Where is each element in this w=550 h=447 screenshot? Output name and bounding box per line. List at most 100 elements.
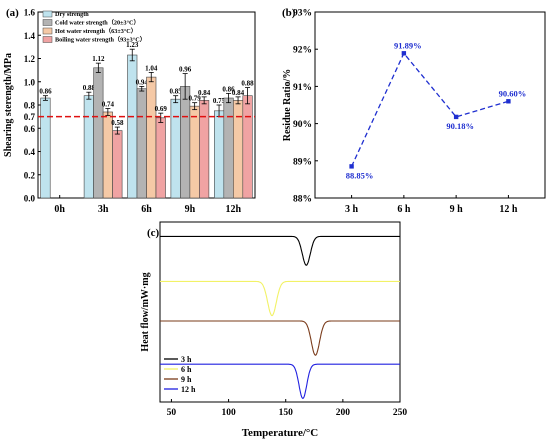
c-curve: [160, 363, 400, 400]
a-data-label: 0.69: [155, 105, 168, 113]
b-x-tick-label: 6 h: [397, 204, 411, 215]
panel-c-legend: 3 h6 h9 h12 h: [164, 355, 196, 394]
a-bar: [199, 100, 210, 199]
b-y-tick-label: 89%: [293, 157, 312, 167]
a-legend-label: Dry strength: [55, 11, 89, 18]
a-x-tick-label: 3h: [98, 204, 109, 215]
panel-c-label: (c): [147, 227, 160, 239]
a-y-tick-label: 0.2: [24, 170, 36, 180]
a-y-tick-label: 0.0: [24, 194, 36, 204]
c-curve: [160, 320, 400, 356]
b-x-tick-label: 9 h: [450, 204, 464, 215]
c-x-tick-label: 150: [279, 408, 294, 418]
a-y-tick-label: 1.4: [24, 31, 36, 41]
panel-a-y-ticks: 0.0 0.2 0.4 0.6 0.8 1.0 1.2 1.4 1.6: [24, 8, 41, 204]
a-bar: [242, 95, 253, 199]
panel-c-x-axis-label: Temperature/°C: [242, 427, 319, 439]
a-bar: [155, 117, 166, 199]
a-y-tick-label: 1.0: [24, 77, 36, 87]
a-y-tick-label: 0.6: [24, 124, 36, 134]
a-y-tick-label: 1.2: [24, 54, 36, 64]
panel-b-y-axis-label: Residue Ratio/%: [282, 69, 293, 142]
a-legend-swatch: [42, 36, 53, 43]
b-data-label: 90.60%: [499, 88, 527, 98]
a-bar: [170, 98, 181, 199]
a-bar: [40, 97, 51, 199]
a-data-label: 0.58: [111, 119, 124, 127]
a-data-label: 1.12: [92, 55, 105, 63]
a-x-tick-label: 9h: [185, 204, 196, 215]
a-data-label: 0.75: [213, 97, 226, 105]
a-y-tick-label: 0.4: [24, 147, 36, 157]
b-x-tick-label: 3 h: [345, 204, 359, 215]
a-bar: [83, 95, 94, 199]
a-legend-swatch: [42, 10, 53, 18]
a-data-label: 0.88: [83, 84, 96, 92]
a-data-label: 0.94: [136, 78, 149, 86]
a-legend-swatch: [42, 27, 53, 35]
c-x-tick-label: 250: [393, 408, 408, 418]
b-y-tick-label: 88%: [293, 195, 312, 205]
c-x-tick-label: 50: [167, 408, 177, 418]
c-curve: [160, 235, 400, 266]
panel-a-reference-line: 0.7: [24, 112, 255, 122]
c-legend-label: 3 h: [181, 355, 192, 364]
panel-c-series: [160, 235, 400, 400]
a-legend-swatch: [42, 19, 53, 26]
a-data-label: 0.86: [39, 88, 52, 96]
a-bar: [223, 97, 234, 199]
b-data-point: [401, 51, 407, 56]
panel-c-plot-frame: [159, 221, 401, 403]
b-data-label: 91.89%: [394, 40, 422, 50]
a-bar: [127, 54, 138, 199]
a-x-tick-label: 0h: [54, 204, 65, 215]
a-x-tick-label: 12h: [226, 204, 242, 215]
panel-c-y-axis-label: Heat flow/mW·mg: [140, 272, 151, 351]
a-legend-label: Boiling water strength（93±3°C）: [55, 36, 146, 44]
panel-b-y-ticks: 88% 89% 90% 91% 92% 93%: [293, 9, 318, 205]
a-reference-line-label: 0.7: [24, 112, 36, 122]
c-legend-label: 9 h: [181, 375, 192, 384]
b-x-tick-label: 12 h: [499, 204, 518, 215]
b-y-tick-label: 92%: [293, 46, 312, 56]
a-bar: [112, 130, 123, 199]
b-data-point: [453, 114, 459, 120]
a-bar: [189, 105, 200, 199]
a-bar: [136, 88, 147, 199]
panel-b-x-ticks: 3 h 6 h 9 h 12 h: [345, 195, 518, 215]
a-y-tick-label: 1.6: [24, 8, 36, 18]
a-data-label: 1.23: [126, 41, 139, 49]
a-data-label: 0.84: [198, 89, 211, 97]
panel-c: (c) Heat flow/mW·mg Temperature/°C 50 100…: [140, 221, 408, 439]
c-curve: [160, 280, 400, 317]
panel-b-label: (b): [282, 7, 296, 19]
b-data-label: 88.85%: [346, 170, 374, 180]
a-x-tick-label: 6h: [141, 204, 152, 215]
panel-a-bars: 0.86 0.88 1.23 0.85 0.75 1.12 0.94 0.96 0.86 0.74…: [39, 41, 254, 199]
panel-a-label: (a): [6, 7, 19, 19]
a-bar: [93, 67, 104, 199]
a-data-label: 0.96: [179, 66, 192, 74]
b-data-point: [506, 99, 511, 104]
b-y-tick-label: 93%: [293, 9, 312, 19]
b-data-label: 90.18%: [446, 121, 474, 131]
b-data-point: [349, 164, 354, 169]
panel-b: (b) Residue Ratio/% 88% 89% 90% 91% 92% 93% 3…: [282, 7, 546, 215]
c-legend-label: 12 h: [181, 385, 196, 394]
panel-a: (a) Shearing sterength/MPa 0.0 0.2 0.4 0.6 0…: [3, 7, 256, 215]
b-series-line: [351, 52, 509, 167]
a-data-label: 0.84: [232, 89, 245, 97]
a-bar: [180, 86, 191, 199]
a-bar: [214, 110, 225, 199]
panel-a-y-axis-label: Shearing sterength/MPa: [3, 53, 14, 157]
panel-b-plot-frame: [314, 11, 546, 199]
c-x-tick-label: 200: [336, 408, 351, 418]
a-bar: [146, 76, 157, 199]
a-data-label: 1.04: [145, 64, 158, 72]
b-y-tick-label: 91%: [293, 83, 312, 93]
a-data-label: 0.88: [241, 80, 254, 88]
a-legend-label: Cold water strength（20±3°C）: [55, 19, 140, 27]
a-legend-label: Hot water strength（63±3°C）: [55, 27, 137, 35]
